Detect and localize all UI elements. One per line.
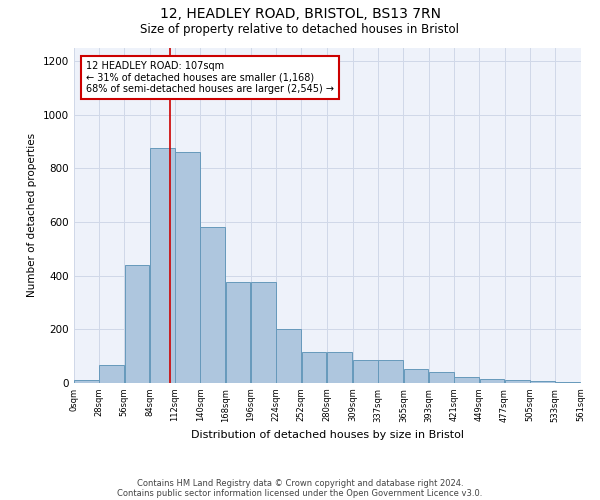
Bar: [454, 378, 479, 383]
Y-axis label: Number of detached properties: Number of detached properties: [27, 133, 37, 297]
Text: Contains public sector information licensed under the Open Government Licence v3: Contains public sector information licen…: [118, 488, 482, 498]
Bar: [200, 227, 225, 383]
Bar: [276, 329, 301, 383]
Bar: [125, 265, 149, 383]
Bar: [353, 360, 378, 383]
Text: Size of property relative to detached houses in Bristol: Size of property relative to detached ho…: [140, 22, 460, 36]
Bar: [327, 352, 352, 383]
Bar: [226, 282, 250, 383]
Bar: [404, 370, 428, 383]
Bar: [302, 352, 326, 383]
Bar: [556, 382, 580, 383]
Bar: [99, 366, 124, 383]
Text: 12 HEADLEY ROAD: 107sqm
← 31% of detached houses are smaller (1,168)
68% of semi: 12 HEADLEY ROAD: 107sqm ← 31% of detache…: [86, 61, 334, 94]
Bar: [530, 382, 555, 383]
Bar: [150, 148, 175, 383]
Bar: [175, 152, 200, 383]
Bar: [251, 282, 276, 383]
Bar: [479, 379, 505, 383]
Bar: [74, 380, 99, 383]
Text: Contains HM Land Registry data © Crown copyright and database right 2024.: Contains HM Land Registry data © Crown c…: [137, 478, 463, 488]
Bar: [429, 372, 454, 383]
Text: 12, HEADLEY ROAD, BRISTOL, BS13 7RN: 12, HEADLEY ROAD, BRISTOL, BS13 7RN: [160, 8, 440, 22]
Bar: [505, 380, 530, 383]
Bar: [379, 360, 403, 383]
X-axis label: Distribution of detached houses by size in Bristol: Distribution of detached houses by size …: [191, 430, 464, 440]
